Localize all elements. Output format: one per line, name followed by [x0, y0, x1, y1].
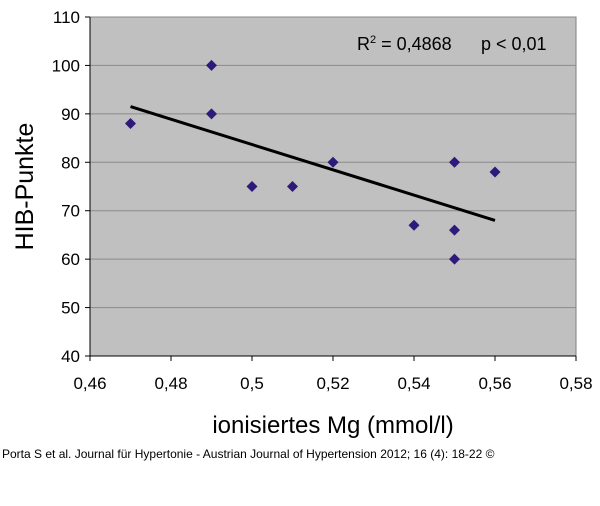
y-tick-label: 70: [61, 202, 80, 221]
plot-area: [89, 16, 577, 357]
y-tick-label: 100: [52, 56, 80, 75]
x-tick-label: 0,58: [559, 374, 592, 393]
y-tick-label: 90: [61, 105, 80, 124]
trendline: [130, 105, 496, 222]
x-tick-label: 0,46: [73, 374, 106, 393]
x-tick-label: 0,48: [154, 374, 187, 393]
y-tick-label: 40: [61, 347, 80, 366]
axes: 40 50 60 70 80 90 100 110 0,46 0,48 0,5 0,52 0,54 0,5…: [52, 8, 593, 393]
data-point: [489, 166, 501, 178]
y-tick-label: 110: [53, 8, 80, 27]
data-point: [449, 253, 460, 265]
y-tick-label: 60: [61, 250, 80, 269]
data-point: [287, 181, 298, 192]
data-point: [408, 219, 420, 231]
data-point: [246, 181, 258, 192]
data-point: [206, 108, 217, 120]
x-tick-label: 0,5: [240, 374, 264, 393]
data-point: [125, 118, 136, 130]
data-points: [125, 59, 501, 265]
scatter-chart: 40 50 60 70 80 90 100 110 0,46 0,48 0,5 0,52 0,54 0,5…: [11, 8, 593, 439]
p-value-annotation: p < 0,01: [481, 34, 547, 54]
y-tick-label: 80: [61, 153, 80, 172]
x-tick-label: 0,52: [316, 374, 349, 393]
data-point: [327, 156, 339, 168]
data-point: [449, 156, 460, 168]
x-tick-label: 0,54: [397, 374, 430, 393]
chart-text: R2 = 0,4868 p < 0,01 ionisiertes Mg (mmo…: [11, 34, 547, 439]
data-point: [206, 59, 217, 71]
x-tick-label: 0,56: [478, 374, 511, 393]
citation-text: Porta S et al. Journal für Hypertonie - …: [2, 447, 495, 461]
y-tick-label: 50: [61, 299, 80, 318]
x-axis-label: ionisiertes Mg (mmol/l): [212, 412, 453, 439]
r-squared-annotation: R2 = 0,4868: [357, 34, 452, 54]
y-axis-label: HIB-Punkte: [11, 123, 39, 251]
data-point: [449, 224, 460, 236]
trendline-group: [130, 105, 496, 222]
